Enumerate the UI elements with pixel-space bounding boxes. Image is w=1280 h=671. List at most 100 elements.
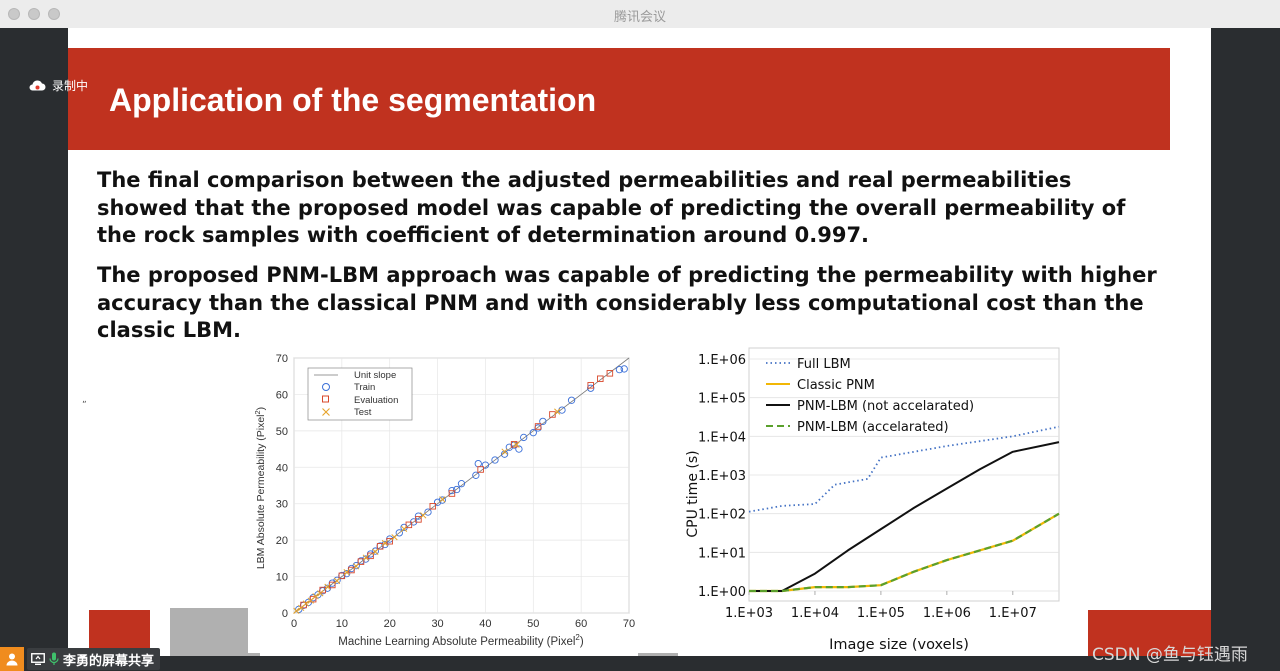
participant-button[interactable] [0, 647, 24, 671]
close-window-button[interactable] [8, 8, 20, 20]
cpu-series-lines [748, 425, 1060, 593]
right-panel [1211, 28, 1280, 671]
test-point [312, 593, 319, 600]
cpu-x-tick-label: 1.E+03 [725, 606, 773, 621]
train-point [323, 584, 332, 592]
microphone-icon [49, 652, 59, 665]
test-point [324, 583, 331, 590]
decor-red-block-right [1070, 610, 1211, 656]
legend-train-swatch [322, 383, 330, 391]
screen-share-icon [31, 653, 45, 665]
train-point [414, 512, 423, 520]
scatter-x-ticks: 0 10 20 30 40 50 60 70 [291, 618, 635, 630]
test-point [302, 600, 310, 607]
evaluation-point [415, 516, 422, 523]
scatter-y-tick-label: 30 [276, 499, 288, 511]
train-point [457, 480, 466, 488]
zoom-window-button[interactable] [48, 8, 60, 20]
scatter-y-tick-label: 10 [276, 572, 288, 584]
title-banner [68, 48, 1170, 150]
cpu-y-tick-label: 1.E+03 [698, 469, 746, 484]
test-point [439, 496, 446, 503]
scatter-y-tick-label: 70 [276, 353, 288, 365]
scatter-x-tick-label: 30 [431, 618, 443, 630]
test-point [362, 554, 369, 561]
permeability-scatter-chart: 0 10 20 30 40 50 60 70 0 10 20 30 40 50 60 70 Machine … [248, 348, 708, 653]
scatter-legend: Unit slope Train Evaluation Test [307, 367, 413, 421]
scatter-grid [293, 357, 630, 614]
cpu-y-axis-label: CPU time (s) [685, 450, 701, 537]
scatter-x-tick-label: 40 [479, 618, 491, 630]
evaluation-point [587, 382, 594, 389]
train-point [472, 471, 480, 479]
test-point [333, 577, 341, 585]
scatter-x-tick-label: 10 [336, 618, 348, 630]
train-point [453, 485, 461, 494]
evaluation-point [309, 595, 317, 603]
cpu-plot-area [748, 347, 1060, 602]
evaluation-point [429, 503, 437, 510]
test-point [400, 525, 408, 533]
recording-indicator[interactable]: 录制中 [28, 76, 88, 94]
evaluation-point [338, 572, 346, 580]
share-status-bar: 李勇的屏幕共享 [0, 647, 161, 671]
train-point [352, 561, 360, 570]
minimize-window-button[interactable] [28, 8, 40, 20]
train-point [381, 540, 389, 549]
train-point [481, 461, 490, 469]
scatter-y-tick-label: 60 [276, 389, 288, 401]
csdn-watermark: CSDN @鱼与钰遇雨 [1092, 645, 1248, 665]
test-point [391, 534, 398, 541]
scatter-y-axis-label: LBM Absolute Permeability (Pixel2) [253, 407, 267, 569]
scatter-y-ticks: 0 10 20 30 40 50 60 70 [276, 353, 288, 620]
cpu-y-tick-label: 1.E+05 [698, 392, 746, 407]
train-point [371, 547, 380, 555]
cpu-time-chart: 1.E+03 1.E+04 1.E+05 1.E+06 1.E+07 1.E+001.E… [678, 338, 1088, 656]
recording-label: 录制中 [52, 78, 89, 93]
train-point [491, 456, 499, 464]
scatter-points [293, 365, 628, 614]
scatter-x-tick-label: 0 [291, 618, 297, 630]
scatter-x-tick-label: 60 [575, 618, 587, 630]
screen-share-pill[interactable]: 李勇的屏幕共享 [27, 648, 161, 670]
legend-test: Test [354, 407, 372, 418]
slide-title: Application of the segmentation [109, 82, 597, 118]
evaluation-point [448, 490, 456, 497]
paragraph-2: The proposed PNM-LBM approach was capabl… [97, 263, 1157, 342]
test-point [381, 539, 389, 547]
legend-test-swatch [322, 408, 330, 416]
legend-unit-slope: Unit slope [354, 370, 396, 381]
cloud-record-icon [29, 80, 46, 91]
cpu-y-tick-label: 1.E+04 [698, 430, 746, 445]
test-point [353, 563, 360, 570]
train-point [615, 366, 624, 374]
scatter-x-axis-label: Machine Learning Absolute Permeability (… [338, 633, 584, 648]
test-point [501, 448, 508, 455]
legend-pnm-lbm-accelarated: PNM-LBM (accelarated) [797, 420, 949, 435]
test-point [513, 441, 520, 448]
scatter-y-tick-label: 40 [276, 462, 288, 474]
screen-share-label: 李勇的屏幕共享 [63, 653, 155, 669]
paragraph-1: The final comparison between the adjuste… [97, 168, 1126, 247]
window-titlebar: 腾讯会议 [0, 0, 1280, 29]
test-point [554, 408, 561, 415]
evaluation-point [376, 543, 384, 550]
evaluation-point [606, 370, 614, 377]
left-panel [0, 28, 68, 671]
window-title: 腾讯会议 [613, 10, 666, 25]
shared-slide: Application of the segmentation The fina… [68, 28, 1211, 656]
unit-slope-line [293, 357, 630, 614]
evaluation-point [534, 423, 542, 430]
train-point [395, 529, 403, 537]
train-point [539, 417, 547, 426]
cpu-x-ticks: 1.E+03 1.E+04 1.E+05 1.E+06 1.E+07 [725, 606, 1037, 621]
test-point [293, 607, 300, 614]
legend-train: Train [354, 382, 375, 393]
legend-pnm-lbm-not-accelarated: PNM-LBM (not accelarated) [797, 399, 974, 414]
train-point [433, 498, 442, 506]
legend-full-lbm: Full LBM [797, 357, 851, 372]
cpu-x-tick-label: 1.E+07 [989, 606, 1037, 621]
user-icon [6, 653, 18, 666]
cpu-y-tick-label: 1.E+02 [698, 508, 746, 523]
cpu-y-tick-label: 1.E+01 [698, 546, 746, 561]
